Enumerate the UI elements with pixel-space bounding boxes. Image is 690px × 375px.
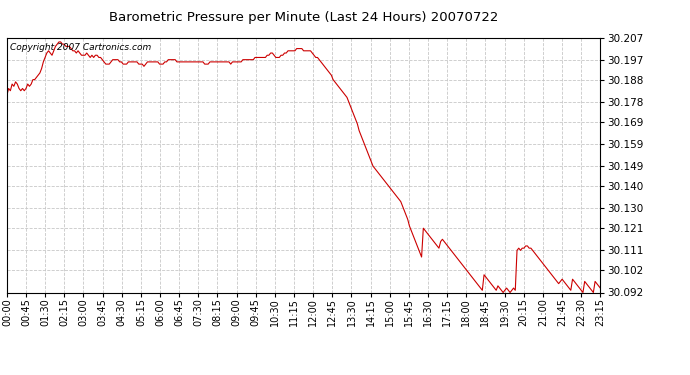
Text: Barometric Pressure per Minute (Last 24 Hours) 20070722: Barometric Pressure per Minute (Last 24 … (109, 11, 498, 24)
Text: Copyright 2007 Cartronics.com: Copyright 2007 Cartronics.com (10, 43, 151, 52)
